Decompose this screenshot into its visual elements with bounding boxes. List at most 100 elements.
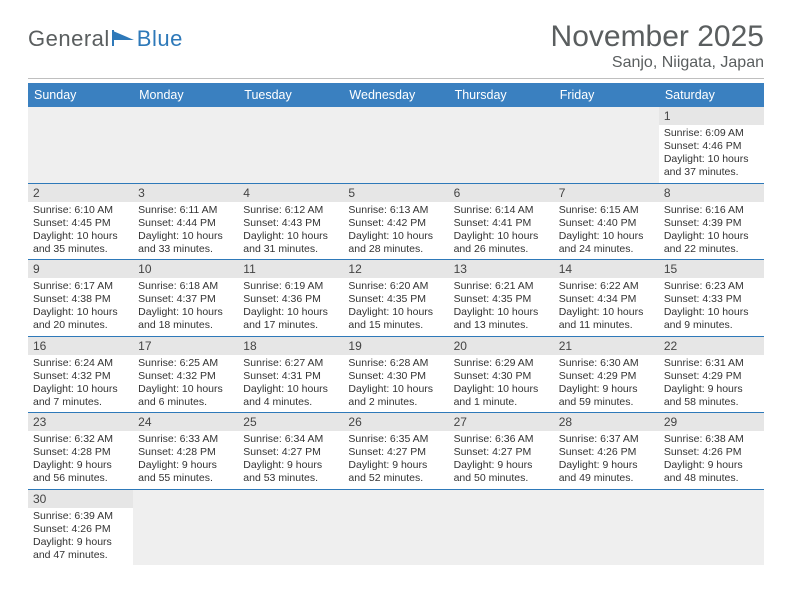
day-cell: 18Sunrise: 6:27 AMSunset: 4:31 PMDayligh… (238, 336, 343, 413)
empty-cell (238, 107, 343, 183)
empty-cell (343, 489, 448, 565)
day-details: Sunrise: 6:15 AMSunset: 4:40 PMDaylight:… (554, 202, 659, 260)
day-number: 19 (343, 337, 448, 355)
day-cell: 13Sunrise: 6:21 AMSunset: 4:35 PMDayligh… (449, 260, 554, 337)
day-cell: 5Sunrise: 6:13 AMSunset: 4:42 PMDaylight… (343, 183, 448, 260)
calendar-row: 30Sunrise: 6:39 AMSunset: 4:26 PMDayligh… (28, 489, 764, 565)
empty-cell (28, 107, 133, 183)
day-details: Sunrise: 6:32 AMSunset: 4:28 PMDaylight:… (28, 431, 133, 489)
day-details: Sunrise: 6:35 AMSunset: 4:27 PMDaylight:… (343, 431, 448, 489)
weekday-header: Sunday (28, 83, 133, 107)
day-number: 20 (449, 337, 554, 355)
day-number: 15 (659, 260, 764, 278)
calendar-row: 9Sunrise: 6:17 AMSunset: 4:38 PMDaylight… (28, 260, 764, 337)
day-cell: 29Sunrise: 6:38 AMSunset: 4:26 PMDayligh… (659, 413, 764, 490)
day-cell: 8Sunrise: 6:16 AMSunset: 4:39 PMDaylight… (659, 183, 764, 260)
day-number: 27 (449, 413, 554, 431)
day-details: Sunrise: 6:11 AMSunset: 4:44 PMDaylight:… (133, 202, 238, 260)
day-number: 18 (238, 337, 343, 355)
day-details: Sunrise: 6:25 AMSunset: 4:32 PMDaylight:… (133, 355, 238, 413)
day-cell: 6Sunrise: 6:14 AMSunset: 4:41 PMDaylight… (449, 183, 554, 260)
weekday-header: Wednesday (343, 83, 448, 107)
day-details: Sunrise: 6:18 AMSunset: 4:37 PMDaylight:… (133, 278, 238, 336)
day-number: 4 (238, 184, 343, 202)
day-details: Sunrise: 6:19 AMSunset: 4:36 PMDaylight:… (238, 278, 343, 336)
empty-cell (554, 107, 659, 183)
day-details: Sunrise: 6:23 AMSunset: 4:33 PMDaylight:… (659, 278, 764, 336)
title-block: November 2025 Sanjo, Niigata, Japan (551, 20, 764, 72)
day-number: 2 (28, 184, 133, 202)
day-details: Sunrise: 6:10 AMSunset: 4:45 PMDaylight:… (28, 202, 133, 260)
day-cell: 9Sunrise: 6:17 AMSunset: 4:38 PMDaylight… (28, 260, 133, 337)
day-cell: 22Sunrise: 6:31 AMSunset: 4:29 PMDayligh… (659, 336, 764, 413)
day-number: 12 (343, 260, 448, 278)
calendar-body: 1Sunrise: 6:09 AMSunset: 4:46 PMDaylight… (28, 107, 764, 565)
day-details: Sunrise: 6:20 AMSunset: 4:35 PMDaylight:… (343, 278, 448, 336)
day-number: 1 (659, 107, 764, 125)
day-number: 22 (659, 337, 764, 355)
day-details: Sunrise: 6:12 AMSunset: 4:43 PMDaylight:… (238, 202, 343, 260)
day-number: 14 (554, 260, 659, 278)
calendar-table: SundayMondayTuesdayWednesdayThursdayFrid… (28, 83, 764, 565)
day-cell: 15Sunrise: 6:23 AMSunset: 4:33 PMDayligh… (659, 260, 764, 337)
day-number: 7 (554, 184, 659, 202)
day-cell: 4Sunrise: 6:12 AMSunset: 4:43 PMDaylight… (238, 183, 343, 260)
day-number: 17 (133, 337, 238, 355)
day-number: 30 (28, 490, 133, 508)
day-cell: 2Sunrise: 6:10 AMSunset: 4:45 PMDaylight… (28, 183, 133, 260)
day-number: 6 (449, 184, 554, 202)
day-cell: 16Sunrise: 6:24 AMSunset: 4:32 PMDayligh… (28, 336, 133, 413)
day-cell: 24Sunrise: 6:33 AMSunset: 4:28 PMDayligh… (133, 413, 238, 490)
empty-cell (449, 489, 554, 565)
empty-cell (133, 107, 238, 183)
day-cell: 12Sunrise: 6:20 AMSunset: 4:35 PMDayligh… (343, 260, 448, 337)
day-details: Sunrise: 6:28 AMSunset: 4:30 PMDaylight:… (343, 355, 448, 413)
empty-cell (238, 489, 343, 565)
day-number: 8 (659, 184, 764, 202)
day-details: Sunrise: 6:36 AMSunset: 4:27 PMDaylight:… (449, 431, 554, 489)
day-cell: 3Sunrise: 6:11 AMSunset: 4:44 PMDaylight… (133, 183, 238, 260)
day-number: 23 (28, 413, 133, 431)
day-cell: 21Sunrise: 6:30 AMSunset: 4:29 PMDayligh… (554, 336, 659, 413)
day-number: 16 (28, 337, 133, 355)
day-cell: 25Sunrise: 6:34 AMSunset: 4:27 PMDayligh… (238, 413, 343, 490)
weekday-row: SundayMondayTuesdayWednesdayThursdayFrid… (28, 83, 764, 107)
logo-text-1: General (28, 26, 110, 52)
day-number: 9 (28, 260, 133, 278)
day-cell: 20Sunrise: 6:29 AMSunset: 4:30 PMDayligh… (449, 336, 554, 413)
calendar-row: 1Sunrise: 6:09 AMSunset: 4:46 PMDaylight… (28, 107, 764, 183)
location: Sanjo, Niigata, Japan (551, 54, 764, 72)
day-number: 21 (554, 337, 659, 355)
day-number: 26 (343, 413, 448, 431)
day-details: Sunrise: 6:30 AMSunset: 4:29 PMDaylight:… (554, 355, 659, 413)
day-cell: 28Sunrise: 6:37 AMSunset: 4:26 PMDayligh… (554, 413, 659, 490)
day-cell: 23Sunrise: 6:32 AMSunset: 4:28 PMDayligh… (28, 413, 133, 490)
weekday-header: Friday (554, 83, 659, 107)
calendar-row: 16Sunrise: 6:24 AMSunset: 4:32 PMDayligh… (28, 336, 764, 413)
empty-cell (343, 107, 448, 183)
day-cell: 11Sunrise: 6:19 AMSunset: 4:36 PMDayligh… (238, 260, 343, 337)
calendar-head: SundayMondayTuesdayWednesdayThursdayFrid… (28, 83, 764, 107)
day-number: 5 (343, 184, 448, 202)
empty-cell (133, 489, 238, 565)
calendar-page: General Blue November 2025 Sanjo, Niigat… (0, 0, 792, 575)
day-number: 11 (238, 260, 343, 278)
day-cell: 26Sunrise: 6:35 AMSunset: 4:27 PMDayligh… (343, 413, 448, 490)
day-number: 13 (449, 260, 554, 278)
empty-cell (554, 489, 659, 565)
empty-cell (659, 489, 764, 565)
day-details: Sunrise: 6:38 AMSunset: 4:26 PMDaylight:… (659, 431, 764, 489)
day-number: 10 (133, 260, 238, 278)
day-cell: 1Sunrise: 6:09 AMSunset: 4:46 PMDaylight… (659, 107, 764, 183)
day-details: Sunrise: 6:29 AMSunset: 4:30 PMDaylight:… (449, 355, 554, 413)
logo-text-2: Blue (137, 26, 183, 52)
day-details: Sunrise: 6:14 AMSunset: 4:41 PMDaylight:… (449, 202, 554, 260)
day-details: Sunrise: 6:09 AMSunset: 4:46 PMDaylight:… (659, 125, 764, 183)
day-details: Sunrise: 6:16 AMSunset: 4:39 PMDaylight:… (659, 202, 764, 260)
day-details: Sunrise: 6:13 AMSunset: 4:42 PMDaylight:… (343, 202, 448, 260)
day-cell: 14Sunrise: 6:22 AMSunset: 4:34 PMDayligh… (554, 260, 659, 337)
day-details: Sunrise: 6:31 AMSunset: 4:29 PMDaylight:… (659, 355, 764, 413)
day-cell: 30Sunrise: 6:39 AMSunset: 4:26 PMDayligh… (28, 489, 133, 565)
weekday-header: Thursday (449, 83, 554, 107)
day-details: Sunrise: 6:33 AMSunset: 4:28 PMDaylight:… (133, 431, 238, 489)
